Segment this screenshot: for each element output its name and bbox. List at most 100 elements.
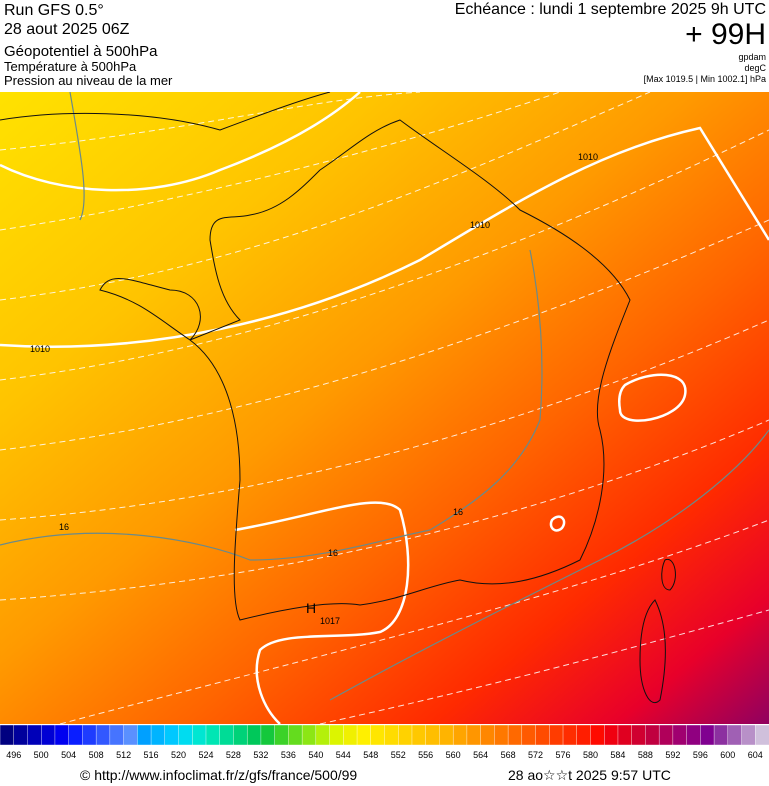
colorbar-label: 580	[583, 750, 598, 760]
color-swatch	[535, 724, 550, 746]
color-swatch	[549, 724, 564, 746]
colorbar-label: 604	[748, 750, 763, 760]
contour-label: 1010	[30, 344, 50, 354]
color-swatch	[370, 724, 385, 746]
isobars	[0, 92, 769, 724]
header: Run GFS 0.5° 28 aout 2025 06Z Géopotenti…	[4, 1, 767, 88]
color-swatch	[0, 724, 15, 746]
color-swatch	[82, 724, 97, 746]
color-swatch	[672, 724, 688, 746]
color-swatch	[562, 724, 578, 746]
run: Run GFS 0.5°	[4, 2, 104, 19]
lead-time: + 99H	[685, 18, 766, 51]
coastline	[0, 92, 676, 703]
colorbar-label: 504	[61, 750, 76, 760]
color-swatch	[123, 724, 138, 746]
timestamp: 28 ao☆☆t 2025 9:57 UTC	[508, 767, 671, 783]
color-swatch	[40, 724, 56, 746]
color-swatch	[384, 724, 399, 746]
colorbar-label: 552	[391, 750, 406, 760]
colorbar-label: 544	[336, 750, 351, 760]
color-swatch	[617, 724, 633, 746]
color-swatch	[439, 724, 454, 746]
colorbar-label: 600	[720, 750, 735, 760]
color-swatch	[315, 724, 331, 746]
color-swatch	[507, 724, 523, 746]
colorbar-label: 568	[501, 750, 516, 760]
color-swatch	[425, 724, 440, 746]
color-swatch	[205, 724, 221, 746]
color-swatch	[452, 724, 468, 746]
colorbar-label: 548	[363, 750, 378, 760]
color-swatch	[68, 724, 83, 746]
colorbar-label: 496	[6, 750, 21, 760]
colorbar-label: 528	[226, 750, 241, 760]
colorbar-label: 520	[171, 750, 186, 760]
color-swatch	[246, 724, 262, 746]
colorbar-label: 564	[473, 750, 488, 760]
contour-label: 1010	[578, 152, 598, 162]
colorbar-label: 516	[144, 750, 159, 760]
contours	[0, 92, 769, 701]
colorbar-label: 584	[610, 750, 625, 760]
field-title: Géopotentiel à 500hPa	[4, 43, 158, 60]
field-background	[0, 92, 769, 724]
color-swatch	[288, 724, 303, 746]
contour-labels: 1010 1010 1010 16 16 16 1017 H	[30, 152, 598, 626]
color-swatch	[356, 724, 372, 746]
color-swatch	[329, 724, 344, 746]
color-swatch	[686, 724, 701, 746]
footer: © http://www.infoclimat.fr/z/gfs/france/…	[80, 767, 671, 783]
colorbar-label: 572	[528, 750, 543, 760]
color-swatch	[274, 724, 289, 746]
color-swatch	[590, 724, 605, 746]
colorbar-label: 536	[281, 750, 296, 760]
unit: degC	[744, 63, 766, 73]
colorbar-label: 500	[34, 750, 49, 760]
color-swatch	[219, 724, 234, 746]
color-swatch	[109, 724, 125, 746]
contour-label: 16	[328, 548, 338, 558]
colorbar-label: 540	[308, 750, 323, 760]
colorbar-label: 560	[446, 750, 461, 760]
colorbar-label: 588	[638, 750, 653, 760]
contour-label: H	[306, 600, 316, 616]
source-url: © http://www.infoclimat.fr/z/gfs/france/…	[80, 767, 357, 783]
colorbar-label: 508	[89, 750, 104, 760]
color-swatch	[494, 724, 509, 746]
map: 1010 1010 1010 16 16 16 1017 H	[0, 92, 769, 724]
contour-label: 16	[59, 522, 69, 532]
color-swatch	[713, 724, 729, 746]
color-swatch	[398, 724, 413, 746]
color-swatch	[164, 724, 180, 746]
valid-time: Echéance : lundi 1 septembre 2025 9h UTC	[455, 1, 766, 18]
color-swatch	[192, 724, 207, 746]
colorbar-label: 532	[253, 750, 268, 760]
unit: gpdam	[738, 52, 766, 62]
color-swatch	[631, 724, 646, 746]
color-swatch	[95, 724, 111, 746]
isotherms	[0, 92, 769, 724]
colorbar-label: 556	[418, 750, 433, 760]
contour-label: 1010	[470, 220, 490, 230]
color-swatch	[521, 724, 537, 746]
color-swatch	[755, 724, 769, 746]
color-swatch	[343, 724, 358, 746]
color-swatch	[700, 724, 715, 746]
field-title: Pression au niveau de la mer	[4, 73, 173, 88]
color-swatch	[27, 724, 42, 746]
color-swatch	[480, 724, 495, 746]
color-swatch	[576, 724, 591, 746]
field-title: Température à 500hPa	[4, 59, 137, 74]
color-swatch	[604, 724, 619, 746]
color-swatch	[137, 724, 152, 746]
run-date: 28 aout 2025 06Z	[4, 21, 130, 38]
color-swatch	[658, 724, 674, 746]
colorbar-label: 524	[198, 750, 213, 760]
colorbar-label: 596	[693, 750, 708, 760]
contour-label: 16	[453, 507, 463, 517]
color-swatch	[741, 724, 756, 746]
colorbar-label: 512	[116, 750, 131, 760]
